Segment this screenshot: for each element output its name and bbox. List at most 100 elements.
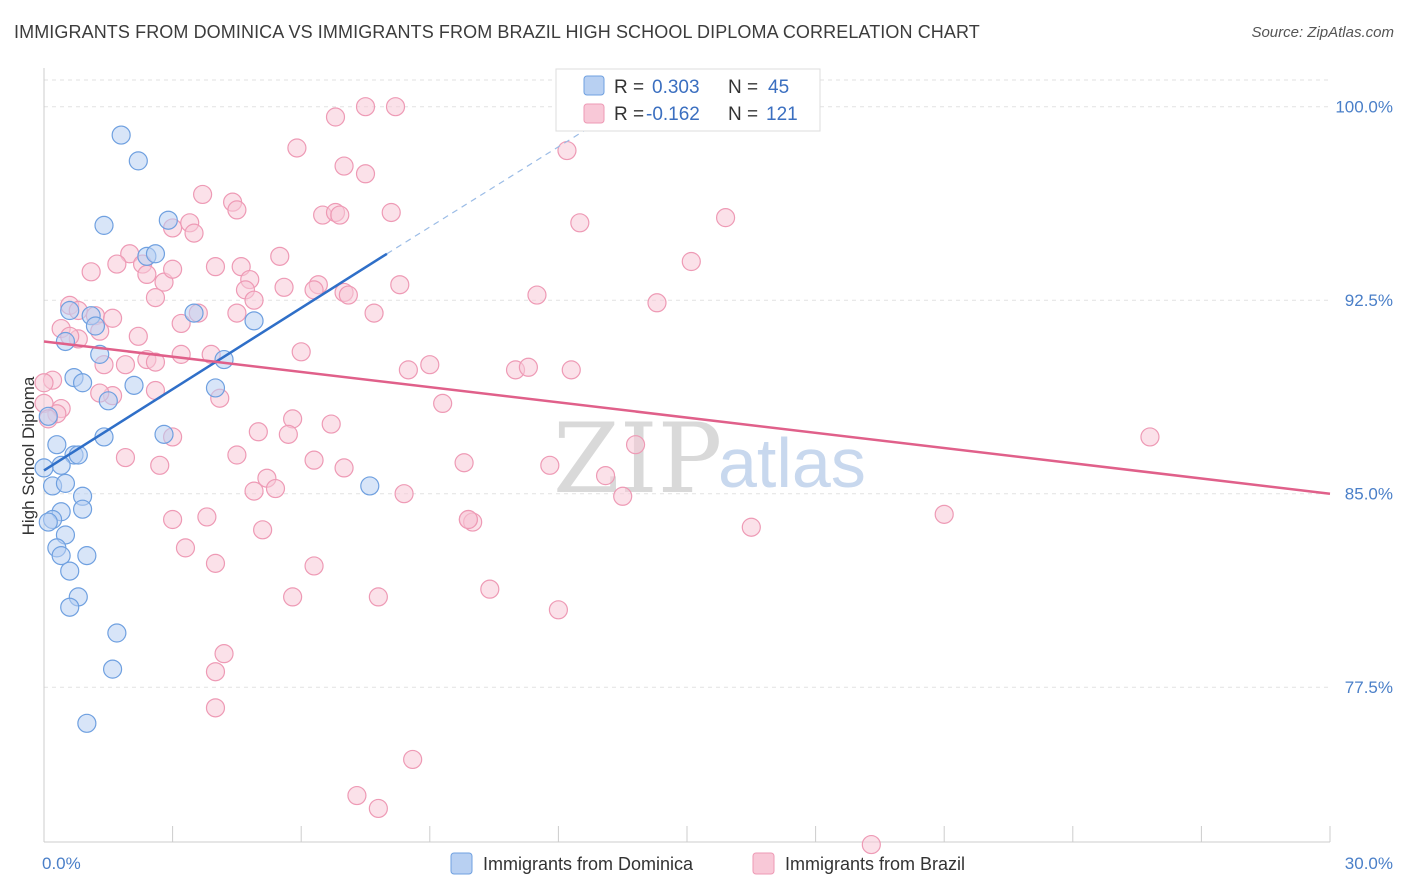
data-point-brazil — [647, 293, 667, 313]
data-point-brazil — [248, 422, 268, 442]
data-point-brazil — [107, 254, 127, 274]
data-point-dominica — [60, 597, 80, 617]
data-point-brazil — [540, 455, 560, 475]
data-point-brazil — [420, 355, 440, 375]
data-point-brazil — [368, 587, 388, 607]
data-point-brazil — [385, 97, 406, 117]
data-point-dominica — [158, 210, 178, 230]
data-point-dominica — [72, 373, 93, 393]
data-point-brazil — [227, 445, 247, 465]
data-point-brazil — [433, 393, 453, 413]
data-point-brazil — [244, 481, 264, 501]
data-point-dominica — [128, 151, 148, 171]
data-point-brazil — [325, 107, 346, 127]
data-point-brazil — [278, 424, 298, 444]
data-point-brazil — [458, 509, 478, 530]
data-point-brazil — [274, 277, 294, 297]
data-point-brazil — [270, 246, 290, 266]
y-axis-label: High School Diploma — [19, 376, 38, 535]
legend-n-value: 45 — [768, 77, 789, 98]
data-point-brazil — [403, 749, 423, 770]
data-point-brazil — [741, 517, 761, 537]
data-point-brazil — [394, 484, 414, 504]
data-point-dominica — [77, 713, 97, 733]
data-point-brazil — [347, 785, 367, 806]
data-point-dominica — [51, 546, 71, 566]
data-point-brazil — [163, 259, 183, 279]
data-point-brazil — [227, 303, 247, 323]
bottom-legend-swatch-brazil — [752, 852, 775, 875]
legend-n-label: N = — [728, 104, 758, 125]
data-point-brazil — [557, 140, 577, 161]
data-point-dominica — [85, 316, 106, 336]
data-point-dominica — [38, 406, 58, 426]
data-point-dominica — [55, 473, 76, 493]
data-point-brazil — [861, 834, 881, 855]
data-point-dominica — [38, 512, 58, 532]
data-point-dominica — [55, 331, 76, 352]
data-point-brazil — [227, 200, 247, 220]
data-point-brazil — [137, 264, 157, 284]
chart-title: IMMIGRANTS FROM DOMINICA VS IMMIGRANTS F… — [14, 22, 980, 42]
data-point-dominica — [111, 125, 131, 145]
data-point-dominica — [77, 546, 97, 566]
data-point-brazil — [390, 275, 410, 295]
legend-r-value: 0.303 — [652, 77, 700, 98]
legend-swatch-brazil — [583, 103, 605, 124]
data-point-brazil — [548, 600, 569, 620]
data-point-brazil — [527, 285, 547, 305]
data-point-brazil — [334, 458, 354, 478]
bottom-legend-label-brazil: Immigrants from Brazil — [785, 854, 965, 874]
data-point-dominica — [98, 391, 118, 411]
y-tick-label: 85.0% — [1345, 485, 1393, 504]
data-point-brazil — [287, 138, 307, 158]
data-point-brazil — [330, 205, 350, 225]
data-point-brazil — [321, 414, 341, 434]
data-point-brazil — [115, 447, 136, 468]
data-point-brazil — [561, 360, 581, 380]
data-point-brazil — [355, 97, 376, 117]
series-legend: Immigrants from Dominica Immigrants from… — [450, 852, 965, 875]
data-point-brazil — [115, 355, 136, 375]
data-point-brazil — [102, 308, 123, 328]
data-point-brazil — [304, 556, 324, 576]
data-point-brazil — [205, 662, 226, 682]
data-point-brazil — [244, 290, 264, 310]
series-brazil-points — [34, 97, 1160, 855]
data-point-brazil — [205, 257, 226, 277]
data-point-dominica — [94, 215, 114, 235]
y-tick-label: 92.5% — [1345, 291, 1393, 310]
data-point-brazil — [171, 313, 191, 334]
data-point-brazil — [715, 208, 736, 228]
data-point-brazil — [283, 587, 303, 607]
data-point-dominica — [124, 375, 144, 395]
data-point-dominica — [244, 311, 264, 331]
data-point-brazil — [253, 520, 273, 540]
data-point-brazil — [355, 164, 376, 184]
data-point-dominica — [60, 561, 80, 581]
tick-labels: 100.0% 92.5% 85.0% 77.5% 0.0% 30.0% — [42, 98, 1393, 873]
data-point-dominica — [72, 499, 93, 519]
legend-r-label: R = — [614, 104, 644, 125]
data-point-brazil — [625, 435, 646, 455]
x-tick-label: 30.0% — [1345, 854, 1393, 873]
stats-legend: R = 0.303 N = 45 R = -0.162 N = 121 — [555, 68, 821, 132]
x-tick-label: 0.0% — [42, 854, 81, 873]
legend-n-value: 121 — [766, 104, 798, 125]
axes — [43, 68, 1331, 843]
data-point-brazil — [128, 326, 148, 346]
data-point-brazil — [205, 553, 226, 573]
data-point-brazil — [214, 644, 234, 664]
data-point-brazil — [265, 478, 286, 499]
data-point-brazil — [338, 285, 358, 305]
data-point-brazil — [205, 698, 226, 718]
data-point-dominica — [60, 300, 80, 321]
legend-r-value: -0.162 — [646, 104, 700, 125]
data-point-dominica — [184, 303, 204, 323]
data-point-brazil — [480, 579, 500, 599]
data-point-brazil — [145, 352, 166, 372]
data-point-dominica — [107, 623, 127, 643]
data-point-brazil — [184, 223, 204, 243]
data-point-dominica — [360, 476, 380, 496]
data-point-brazil — [368, 798, 388, 819]
